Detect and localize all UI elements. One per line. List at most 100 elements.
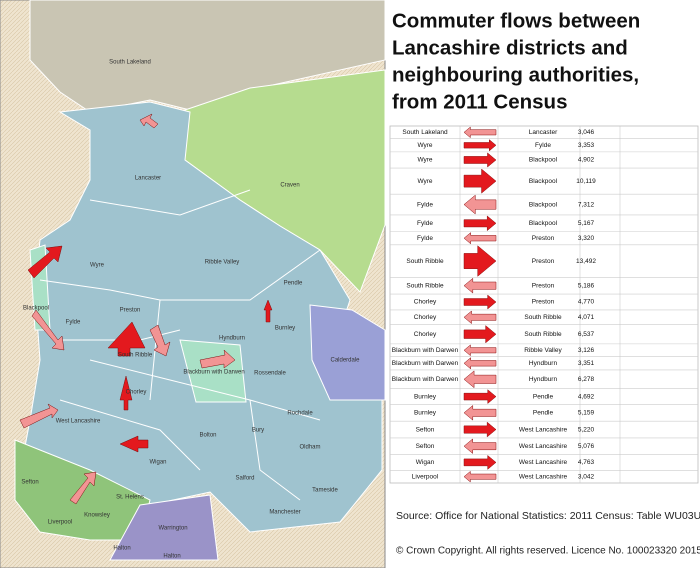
flow-arrow xyxy=(463,126,497,139)
map-label: Sefton xyxy=(21,480,38,486)
from-district: South Lakeland xyxy=(402,129,448,136)
flow-arrow xyxy=(463,294,497,310)
flow-value: 3,320 xyxy=(578,235,595,242)
flow-arrow xyxy=(69,471,97,505)
title-line: neighbouring authorities, xyxy=(392,63,639,86)
from-district: Burnley xyxy=(414,393,437,400)
from-district: Fylde xyxy=(417,235,433,242)
to-district: Preston xyxy=(532,299,555,306)
from-district: Chorley xyxy=(414,299,437,306)
map-label: West Lancashire xyxy=(56,419,101,425)
map-label: Craven xyxy=(280,183,299,189)
map-label: Wyre xyxy=(90,263,105,269)
flow-arrow xyxy=(119,435,149,453)
from-district: South Ribble xyxy=(406,258,444,265)
map-label: South Lakeland xyxy=(109,60,151,66)
from-district: Wyre xyxy=(417,157,432,164)
flow-arrow xyxy=(463,245,497,277)
to-district: Preston xyxy=(532,235,555,242)
map-label: Manchester xyxy=(269,510,300,516)
flow-arrow xyxy=(19,403,59,429)
region-south-lakeland xyxy=(29,0,386,113)
flow-arrow xyxy=(463,310,497,325)
from-district: Wyre xyxy=(417,142,432,149)
to-district: Blackpool xyxy=(529,201,558,208)
title-line: Commuter flows between xyxy=(392,9,640,32)
flow-value: 4,902 xyxy=(578,157,595,164)
from-district: Sefton xyxy=(416,443,435,450)
map-label: Bolton xyxy=(199,433,216,439)
map-label: Lancaster xyxy=(135,176,161,182)
title-line: Lancashire districts and xyxy=(392,36,628,59)
to-district: Blackpool xyxy=(529,220,558,227)
to-district: Blackpool xyxy=(529,178,558,185)
flow-arrow xyxy=(463,325,497,344)
flow-value: 4,770 xyxy=(578,299,595,306)
map-label: Oldham xyxy=(299,445,320,451)
map-label: Burnley xyxy=(275,326,295,332)
to-district: Pendle xyxy=(533,410,554,417)
flow-value: 7,312 xyxy=(578,201,595,208)
flow-arrow xyxy=(463,215,497,232)
from-district: Wigan xyxy=(416,459,435,466)
flow-arrow xyxy=(199,349,236,369)
flow-arrow xyxy=(27,245,63,279)
flow-value: 4,692 xyxy=(578,393,595,400)
flow-arrow xyxy=(463,357,497,370)
to-district: West Lancashire xyxy=(519,443,568,450)
flow-value: 4,763 xyxy=(578,459,595,466)
flow-arrow xyxy=(139,113,159,129)
from-district: Chorley xyxy=(414,314,437,321)
flow-arrow xyxy=(463,344,497,357)
flow-arrow xyxy=(463,232,497,245)
map-label: Halton xyxy=(163,554,180,560)
flow-value: 13,492 xyxy=(576,258,596,265)
flow-value: 3,353 xyxy=(578,142,595,149)
flow-value: 5,167 xyxy=(578,220,595,227)
map: South Lakeland Lancaster Craven Wyre Ribble … xyxy=(0,0,386,568)
map-label: St. Helens xyxy=(116,495,144,501)
map-label: Halton xyxy=(113,546,130,552)
from-district: Chorley xyxy=(414,331,437,338)
to-district: South Ribble xyxy=(524,331,562,338)
flow-arrow xyxy=(463,389,497,405)
flow-value: 5,186 xyxy=(578,282,595,289)
flow-arrow xyxy=(463,404,497,421)
from-district: Fylde xyxy=(417,201,433,208)
map-label: Hyndburn xyxy=(219,336,245,342)
map-label: Rochdale xyxy=(287,411,313,417)
flow-arrow xyxy=(463,470,497,483)
map-label: Chorley xyxy=(126,390,147,396)
flow-arrow xyxy=(31,309,65,351)
flow-arrow xyxy=(119,375,133,411)
map-label: Knowsley xyxy=(84,513,110,519)
map-label: Bury xyxy=(252,428,264,434)
to-district: West Lancashire xyxy=(519,426,568,433)
flow-arrow xyxy=(463,168,497,194)
to-district: Hyndburn xyxy=(529,360,558,367)
flow-arrow xyxy=(463,370,497,389)
map-label: Tameside xyxy=(312,488,338,494)
flow-arrow xyxy=(107,321,146,357)
map-label: Pendle xyxy=(284,281,303,287)
to-district: West Lancashire xyxy=(519,459,568,466)
from-district: Wyre xyxy=(417,178,432,185)
map-label: Ribble Valley xyxy=(205,260,240,266)
from-district: Sefton xyxy=(416,426,435,433)
from-district: Blackburn with Darwen xyxy=(392,360,459,367)
map-label: Blackpool xyxy=(23,306,49,312)
from-district: Blackburn with Darwen xyxy=(392,347,459,354)
map-labels: South Lakeland Lancaster Craven Wyre Ribble … xyxy=(21,60,360,560)
flow-value: 5,159 xyxy=(578,410,595,417)
flow-arrow xyxy=(263,299,273,323)
to-district: Hyndburn xyxy=(529,376,558,383)
map-label: Preston xyxy=(120,308,141,314)
to-district: Preston xyxy=(532,282,555,289)
from-district: Fylde xyxy=(417,220,433,227)
flow-value: 4,071 xyxy=(578,314,595,321)
flow-value: 5,220 xyxy=(578,426,595,433)
from-district: Blackburn with Darwen xyxy=(392,376,459,383)
flow-arrow xyxy=(149,324,171,357)
flow-value: 3,046 xyxy=(578,129,595,136)
